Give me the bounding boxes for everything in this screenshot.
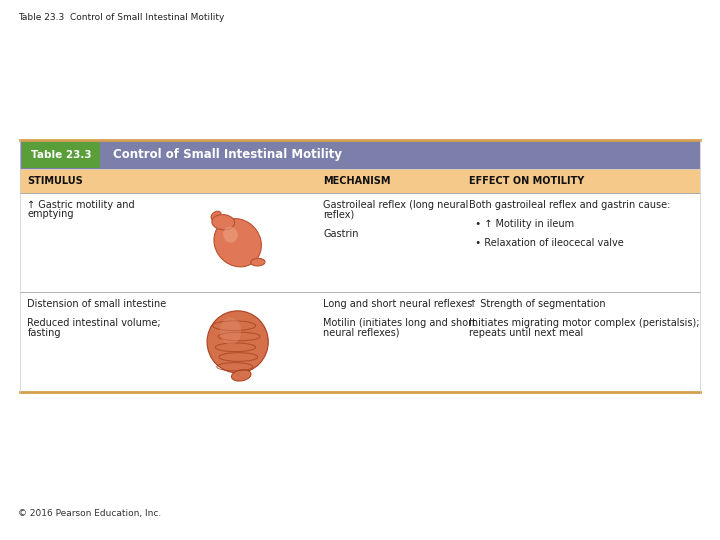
Text: fasting: fasting (27, 328, 61, 338)
FancyBboxPatch shape (20, 140, 700, 169)
Text: MECHANISM: MECHANISM (323, 176, 390, 186)
Text: Control of Small Intestinal Motility: Control of Small Intestinal Motility (114, 148, 343, 161)
Text: Table 23.3  Control of Small Intestinal Motility: Table 23.3 Control of Small Intestinal M… (18, 14, 225, 23)
Text: Distension of small intestine: Distension of small intestine (27, 299, 166, 309)
Text: • Relaxation of ileocecal valve: • Relaxation of ileocecal valve (469, 239, 624, 248)
Ellipse shape (220, 318, 241, 345)
Text: ↑ Strength of segmentation: ↑ Strength of segmentation (469, 299, 606, 309)
Text: Initiates migrating motor complex (peristalsis);: Initiates migrating motor complex (peris… (469, 318, 700, 328)
Text: Gastrin: Gastrin (323, 229, 359, 239)
Text: STIMULUS: STIMULUS (27, 176, 83, 186)
Ellipse shape (251, 258, 265, 266)
Text: Reduced intestinal volume;: Reduced intestinal volume; (27, 318, 161, 328)
FancyBboxPatch shape (20, 193, 700, 292)
Text: © 2016 Pearson Education, Inc.: © 2016 Pearson Education, Inc. (18, 509, 161, 518)
Text: Long and short neural reflexes: Long and short neural reflexes (323, 299, 472, 309)
Text: • ↑ Motility in ileum: • ↑ Motility in ileum (469, 219, 575, 229)
Ellipse shape (211, 211, 221, 220)
FancyBboxPatch shape (20, 169, 700, 193)
FancyBboxPatch shape (22, 142, 101, 167)
Text: EFFECT ON MOTILITY: EFFECT ON MOTILITY (469, 176, 585, 186)
FancyBboxPatch shape (20, 292, 700, 392)
Ellipse shape (231, 370, 251, 381)
Text: Gastroileal reflex (long neural: Gastroileal reflex (long neural (323, 200, 469, 210)
Ellipse shape (214, 219, 261, 267)
Ellipse shape (223, 227, 238, 242)
Text: emptying: emptying (27, 210, 74, 219)
Ellipse shape (212, 214, 235, 230)
Text: repeats until next meal: repeats until next meal (469, 328, 583, 338)
Ellipse shape (207, 311, 269, 373)
Text: neural reflexes): neural reflexes) (323, 328, 400, 338)
Text: Both gastroileal reflex and gastrin cause:: Both gastroileal reflex and gastrin caus… (469, 200, 670, 210)
Text: ↑ Gastric motility and: ↑ Gastric motility and (27, 200, 135, 210)
Text: Motilin (initiates long and short: Motilin (initiates long and short (323, 318, 476, 328)
Text: reflex): reflex) (323, 210, 354, 219)
Text: Table 23.3: Table 23.3 (31, 150, 91, 160)
